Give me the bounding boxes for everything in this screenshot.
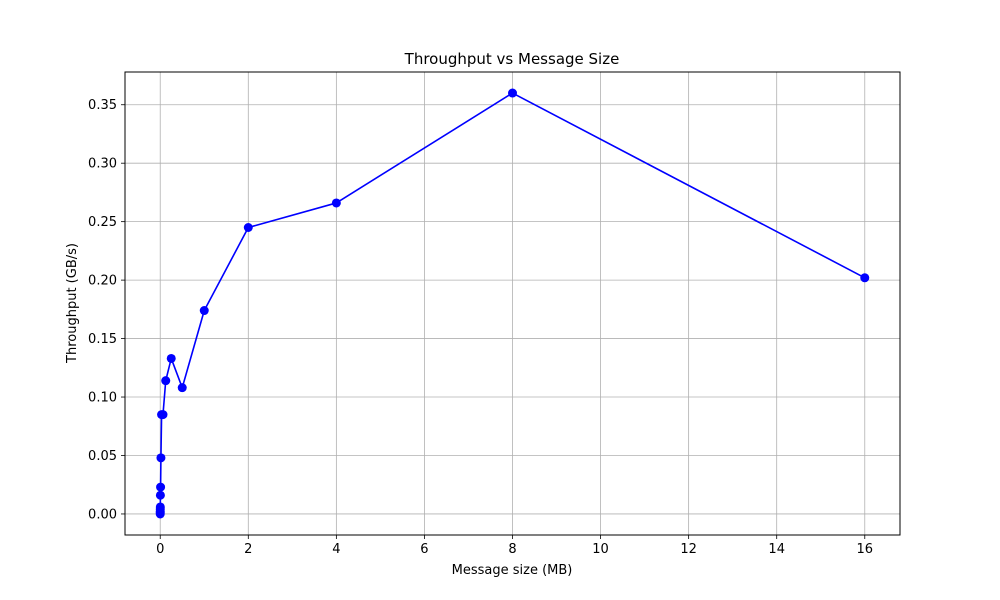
x-tick-label: 4 xyxy=(332,542,340,557)
data-point xyxy=(199,306,209,316)
x-tick-label: 2 xyxy=(244,542,252,557)
data-point xyxy=(156,453,166,463)
y-tick-label: 0.05 xyxy=(88,449,117,464)
data-point xyxy=(158,410,168,420)
chart-title: Throughput vs Message Size xyxy=(404,50,620,68)
x-tick-label: 12 xyxy=(680,542,697,557)
y-axis-label: Throughput (GB/s) xyxy=(65,243,80,364)
x-axis-label: Message size (MB) xyxy=(452,563,573,578)
data-point xyxy=(331,198,341,208)
data-point xyxy=(177,383,187,393)
x-tick-label: 14 xyxy=(768,542,785,557)
data-point xyxy=(155,502,165,512)
x-tick-label: 8 xyxy=(508,542,516,557)
grid xyxy=(125,72,900,535)
x-tick-label: 16 xyxy=(856,542,873,557)
y-tick-label: 0.10 xyxy=(88,391,117,406)
data-point xyxy=(166,353,176,363)
data-point xyxy=(508,88,517,98)
y-tick-label: 0.30 xyxy=(88,157,117,172)
x-tick-label: 6 xyxy=(420,542,428,557)
ticks: 0 2 4 6 8 10 12 14 16 0.00 0.05 0.10 0.15 0.20 0.25 0.3… xyxy=(88,98,873,557)
y-tick-label: 0.25 xyxy=(88,215,117,230)
x-tick-label: 0 xyxy=(156,542,164,557)
data-point xyxy=(161,376,171,386)
y-tick-label: 0.00 xyxy=(88,507,117,522)
data-point xyxy=(860,273,870,283)
y-tick-label: 0.15 xyxy=(88,332,117,347)
x-tick-label: 10 xyxy=(592,542,609,557)
y-tick-label: 0.35 xyxy=(88,98,117,113)
data-point xyxy=(243,223,253,233)
data-point xyxy=(156,482,166,492)
y-tick-label: 0.20 xyxy=(88,274,117,289)
data-series xyxy=(155,88,870,519)
data-point xyxy=(155,490,165,500)
